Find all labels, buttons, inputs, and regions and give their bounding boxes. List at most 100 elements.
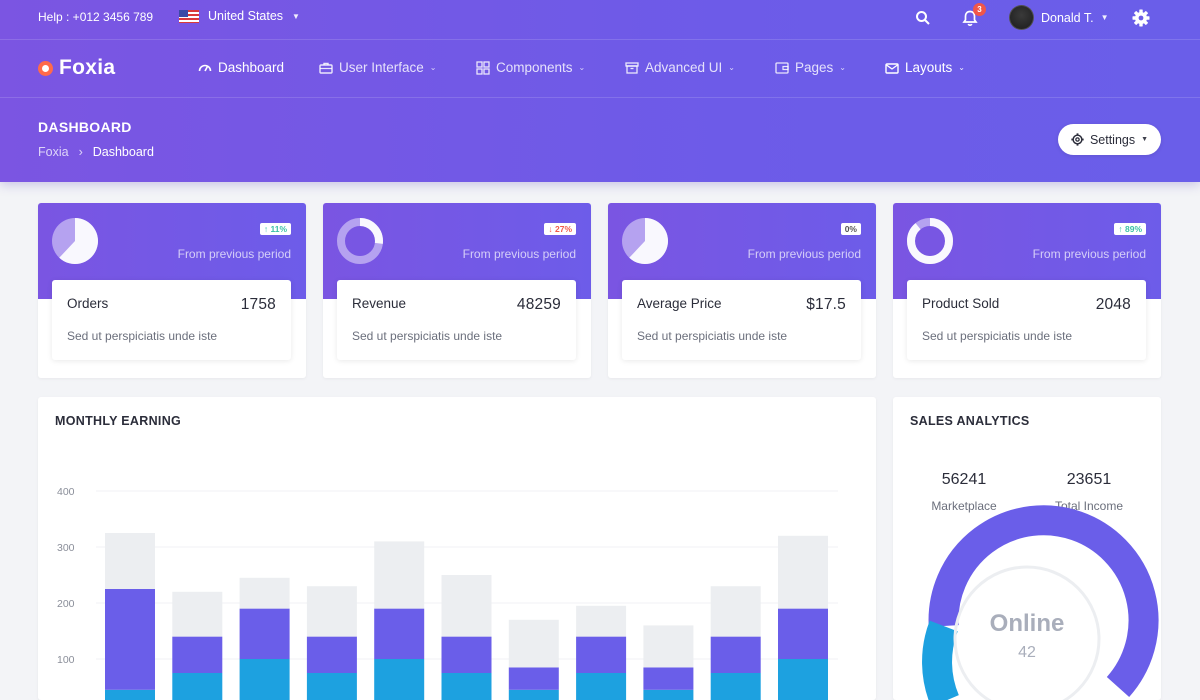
- bar-segment: [441, 673, 492, 700]
- nav-advanced-ui[interactable]: Advanced UI ⌄: [625, 60, 735, 75]
- stat-label: Orders: [67, 296, 109, 311]
- y-tick-label: 200: [57, 598, 75, 610]
- notification-bell-icon[interactable]: 3: [960, 3, 986, 28]
- marketplace-label: Marketplace: [931, 499, 997, 513]
- stat-value: 1758: [240, 296, 276, 313]
- nav-layouts[interactable]: Layouts ⌄: [885, 60, 965, 75]
- marketplace-value: 56241: [941, 471, 987, 488]
- search-icon[interactable]: [913, 8, 933, 28]
- user-menu[interactable]: Donald T. ▼: [1009, 5, 1109, 30]
- nav-pages[interactable]: Pages ⌄: [775, 60, 846, 75]
- y-tick-label: 400: [57, 486, 75, 498]
- stat-label: Product Sold: [922, 296, 1000, 311]
- sales-analytics-panel: SALES ANALYTICS 56241 Marketplace 23651 …: [893, 397, 1161, 700]
- language-label: United States: [208, 9, 284, 23]
- chevron-down-icon: ⌄: [429, 63, 437, 72]
- y-tick-label: 100: [57, 654, 75, 666]
- trend-caption: From previous period: [1032, 247, 1146, 261]
- gauge-inner-ring: [953, 565, 1101, 700]
- nav-label: Advanced UI: [645, 60, 723, 75]
- nav-dashboard[interactable]: Dashboard: [198, 60, 284, 75]
- breadcrumb: Foxia › Dashboard: [38, 145, 154, 159]
- bar-segment: [306, 586, 357, 637]
- bar-segment: [374, 659, 425, 700]
- avatar: [1009, 5, 1034, 30]
- grid-icon: [476, 60, 490, 75]
- nav-label: Pages: [795, 60, 834, 75]
- stat-donut-chart: [622, 218, 668, 264]
- chevron-down-icon: ⌄: [578, 63, 586, 72]
- nav-components[interactable]: Components ⌄: [476, 60, 585, 75]
- nav-user-interface[interactable]: User Interface ⌄: [319, 60, 437, 75]
- bar-segment: [374, 541, 425, 609]
- chevron-down-icon: ⌄: [958, 63, 965, 72]
- nav-label: Dashboard: [218, 60, 285, 75]
- bar-segment: [441, 575, 492, 637]
- bar-segment: [508, 667, 559, 690]
- page-title: DASHBOARD: [38, 119, 132, 135]
- gear-icon: [1071, 133, 1084, 146]
- bar-segment: [576, 673, 627, 700]
- trend-caption: From previous period: [747, 247, 861, 261]
- stat-donut-chart: [52, 218, 98, 264]
- monthly-earning-panel: MONTHLY EARNING 100 200 300 400: [38, 397, 876, 700]
- stat-card-body: Average Price $17.5 Sed ut perspiciatis …: [622, 280, 861, 360]
- breadcrumb-root[interactable]: Foxia: [38, 145, 69, 159]
- wallet-icon: [775, 61, 789, 74]
- stat-label: Average Price: [637, 296, 722, 311]
- brand-logo[interactable]: Foxia: [38, 56, 115, 80]
- nav-label: Components: [496, 60, 573, 75]
- total-income-value: 23651: [1066, 471, 1112, 488]
- bar-segment: [172, 636, 223, 673]
- panel-title: SALES ANALYTICS: [910, 414, 1030, 428]
- bar-segment: [172, 673, 223, 700]
- briefcase-icon: [319, 62, 333, 74]
- language-selector[interactable]: United States ▼: [179, 9, 300, 23]
- bar-segment: [643, 667, 694, 690]
- panel-title: MONTHLY EARNING: [55, 414, 182, 428]
- trend-badge: ↑ 89%: [1114, 223, 1146, 235]
- chevron-down-icon: ▼: [292, 11, 300, 21]
- trend-badge: ↑ 11%: [259, 223, 291, 235]
- trend-caption: From previous period: [177, 247, 291, 261]
- stat-card-body: Revenue 48259 Sed ut perspiciatis unde i…: [337, 280, 576, 360]
- bar-segment: [105, 589, 155, 690]
- chevron-right-icon: ›: [78, 145, 83, 159]
- brand-name: Foxia: [59, 56, 116, 79]
- bar-segment: [239, 659, 290, 700]
- bar-segment: [710, 673, 761, 700]
- stat-label: Revenue: [352, 296, 407, 311]
- gear-icon[interactable]: [1131, 8, 1151, 28]
- bar-segment: [778, 535, 828, 609]
- logo-icon: [38, 60, 53, 76]
- envelope-icon: [885, 62, 899, 74]
- gauge-center-label: Online: [990, 610, 1065, 637]
- chevron-down-icon: ▼: [1141, 136, 1149, 143]
- bar-segment: [778, 608, 828, 659]
- bar-segment: [374, 608, 425, 659]
- stat-description: Sed ut perspiciatis unde iste: [352, 329, 503, 343]
- stat-value: $17.5: [806, 296, 846, 313]
- stat-description: Sed ut perspiciatis unde iste: [922, 329, 1073, 343]
- bar-segment: [306, 636, 357, 673]
- bar-segment: [239, 577, 290, 609]
- stat-donut-chart: [337, 218, 383, 264]
- gauge-arc-primary: [928, 505, 1159, 697]
- settings-label: Settings: [1089, 132, 1136, 147]
- stat-value: 48259: [516, 296, 561, 313]
- gauge-icon: [198, 64, 212, 71]
- gauge-center-value: 42: [1018, 644, 1036, 661]
- stat-card-product-sold: ↑ 89% From previous period Product Sold …: [893, 203, 1161, 378]
- settings-button[interactable]: Settings ▼: [1058, 124, 1161, 155]
- main-navbar: Foxia Dashboard User Interface ⌄ Compone…: [0, 40, 1200, 98]
- stat-card-revenue: ↓ 27% From previous period Revenue 48259…: [323, 203, 591, 378]
- us-flag-icon: [179, 9, 199, 23]
- bar-segment: [643, 689, 694, 700]
- bar-segment: [306, 673, 357, 700]
- donut-slice: [59, 218, 98, 264]
- y-tick-label: 300: [57, 542, 75, 554]
- stat-description: Sed ut perspiciatis unde iste: [67, 329, 218, 343]
- stat-card-body: Product Sold 2048 Sed ut perspiciatis un…: [907, 280, 1146, 360]
- bar-segment: [105, 533, 155, 589]
- help-phone: Help : +012 3456 789: [38, 10, 154, 24]
